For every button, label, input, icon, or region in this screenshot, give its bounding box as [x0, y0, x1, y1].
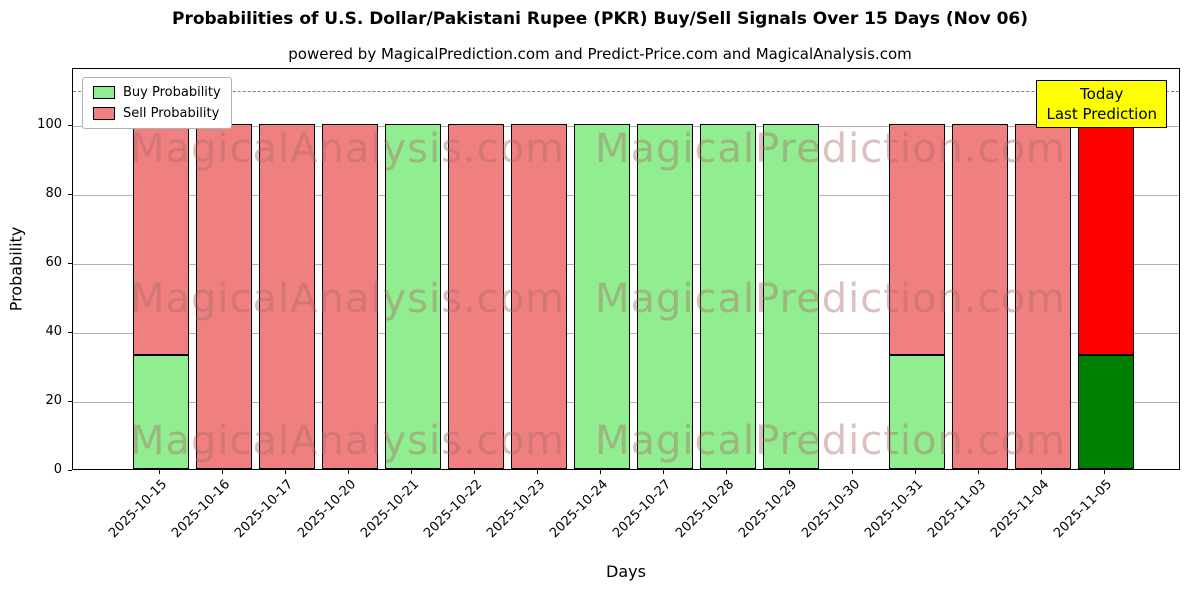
x-tick-label: 2025-10-22: [421, 477, 486, 542]
x-tick-label: 2025-11-04: [988, 477, 1053, 542]
x-tick-label: 2025-10-24: [547, 477, 612, 542]
legend-item-sell: Sell Probability: [93, 106, 221, 121]
x-tick-mark: [915, 470, 916, 474]
bar-sell-segment: [447, 123, 504, 469]
bar-buy-segment: [1077, 355, 1134, 469]
legend-label-buy: Buy Probability: [123, 85, 221, 100]
x-tick-mark: [411, 470, 412, 474]
legend-label-sell: Sell Probability: [123, 106, 220, 121]
y-tick-mark: [68, 400, 72, 402]
x-tick-label: 2025-10-23: [484, 477, 549, 542]
legend-item-buy: Buy Probability: [93, 85, 221, 100]
watermark-text: MagicalAnalysis.com: [130, 418, 566, 464]
watermark-text: MagicalPrediction.com: [595, 126, 1066, 172]
watermark-text: MagicalAnalysis.com: [130, 126, 566, 172]
bar-sell-segment: [888, 123, 945, 356]
x-tick-mark: [348, 470, 349, 474]
x-tick-label: 2025-10-17: [232, 477, 297, 542]
x-tick-mark: [726, 470, 727, 474]
x-tick-label: 2025-11-05: [1051, 477, 1116, 542]
y-tick-mark: [68, 193, 72, 195]
bar-sell-segment: [258, 123, 315, 469]
today-annotation-line-1: Today: [1080, 85, 1124, 103]
x-tick-mark: [978, 470, 979, 474]
x-tick-label: 2025-11-03: [925, 477, 990, 542]
x-tick-label: 2025-10-16: [169, 477, 234, 542]
x-tick-label: 2025-10-21: [358, 477, 423, 542]
legend-swatch-sell-color: [93, 107, 115, 120]
y-tick-mark: [68, 470, 72, 471]
x-tick-label: 2025-10-27: [610, 477, 675, 542]
y-tick-mark: [68, 124, 72, 126]
y-tick-label: 60: [45, 254, 62, 270]
y-tick-mark: [68, 331, 72, 333]
bar-buy-segment: [132, 355, 189, 469]
x-tick-label: 2025-10-28: [673, 477, 738, 542]
watermark-text: MagicalPrediction.com: [595, 418, 1066, 464]
legend: Buy Probability Sell Probability: [82, 77, 232, 129]
y-tick-label: 80: [45, 185, 62, 201]
legend-swatch-buy-color: [93, 86, 115, 99]
x-tick-mark: [159, 470, 160, 474]
threshold-dashed-line: [73, 91, 1179, 93]
watermark-text: MagicalAnalysis.com: [130, 276, 566, 322]
x-tick-mark: [663, 470, 664, 474]
x-tick-mark: [537, 470, 538, 474]
x-tick-mark: [222, 470, 223, 474]
bar-buy-segment: [636, 123, 693, 469]
bar-buy-segment: [573, 123, 630, 469]
bar-sell-segment: [510, 123, 567, 469]
bar-buy-segment: [888, 355, 945, 469]
x-tick-mark: [1104, 470, 1105, 474]
bar-sell-segment: [951, 123, 1008, 469]
y-tick-label: 100: [37, 116, 62, 132]
x-tick-mark: [285, 470, 286, 474]
plot-area: [72, 68, 1180, 470]
x-tick-label: 2025-10-20: [295, 477, 360, 542]
bar-buy-segment: [762, 123, 819, 469]
x-tick-label: 2025-10-29: [736, 477, 801, 542]
bar-buy-segment: [384, 123, 441, 469]
x-tick-mark: [852, 470, 853, 474]
bar-buy-segment: [699, 123, 756, 469]
chart-subtitle: powered by MagicalPrediction.com and Pre…: [288, 45, 912, 63]
bar-sell-segment: [321, 123, 378, 469]
bar-sell-segment: [195, 123, 252, 469]
x-tick-label: 2025-10-30: [799, 477, 864, 542]
y-tick-mark: [68, 262, 72, 264]
today-annotation-box: Today Last Prediction: [1036, 80, 1167, 128]
chart-title: Probabilities of U.S. Dollar/Pakistani R…: [171, 9, 1028, 29]
x-tick-label: 2025-10-15: [106, 477, 171, 542]
y-tick-label: 0: [53, 462, 62, 477]
x-tick-label: 2025-10-31: [862, 477, 927, 542]
watermark-text: MagicalPrediction.com: [595, 276, 1066, 322]
x-tick-mark: [1041, 470, 1042, 474]
x-axis-label: Days: [606, 562, 646, 581]
today-annotation-line-2: Last Prediction: [1046, 105, 1157, 123]
x-tick-mark: [789, 470, 790, 474]
x-tick-mark: [600, 470, 601, 474]
bar-sell-segment: [1077, 123, 1134, 356]
y-tick-label: 20: [45, 392, 62, 408]
x-tick-mark: [474, 470, 475, 474]
y-tick-label: 40: [45, 323, 62, 339]
